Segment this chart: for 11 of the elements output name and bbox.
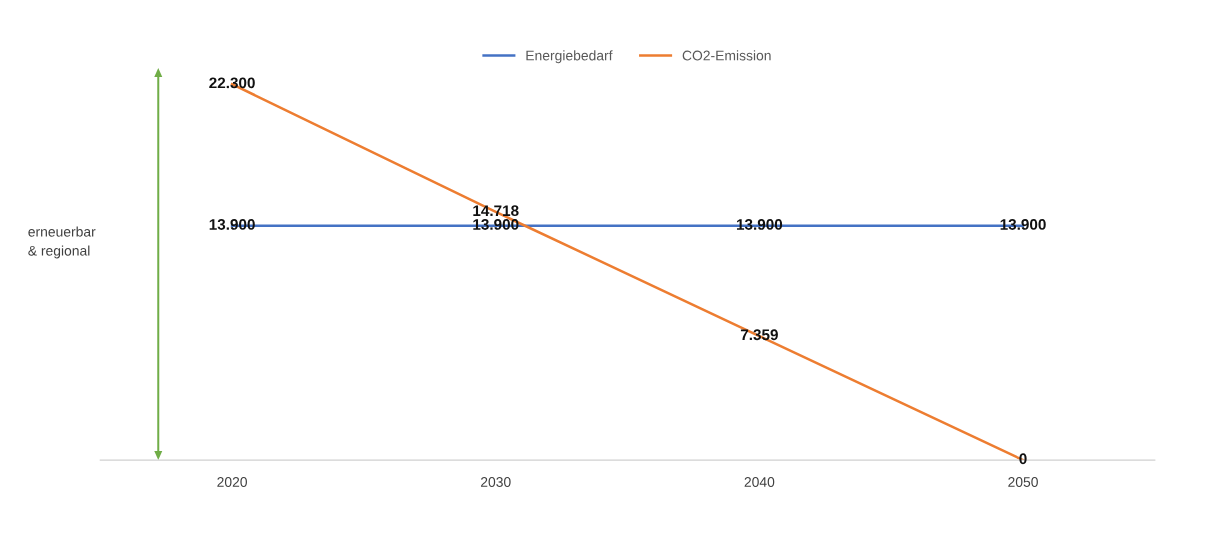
legend-label: Energiebedarf xyxy=(526,50,613,64)
text: erneuerbar & regional xyxy=(28,226,96,259)
data-label: 13.900 xyxy=(1000,219,1046,230)
data-label: 13.900 xyxy=(209,219,255,230)
legend-label: CO2-Emission xyxy=(682,50,771,61)
data-label: 22.300 xyxy=(209,77,255,89)
x-tick-label: 2040 xyxy=(744,477,775,487)
x-tick-label: 2020 xyxy=(217,477,247,487)
x-tick-label: 2030 xyxy=(480,477,511,487)
x-tick-label: 2050 xyxy=(1008,477,1038,487)
data-label: 0 xyxy=(1019,453,1027,465)
